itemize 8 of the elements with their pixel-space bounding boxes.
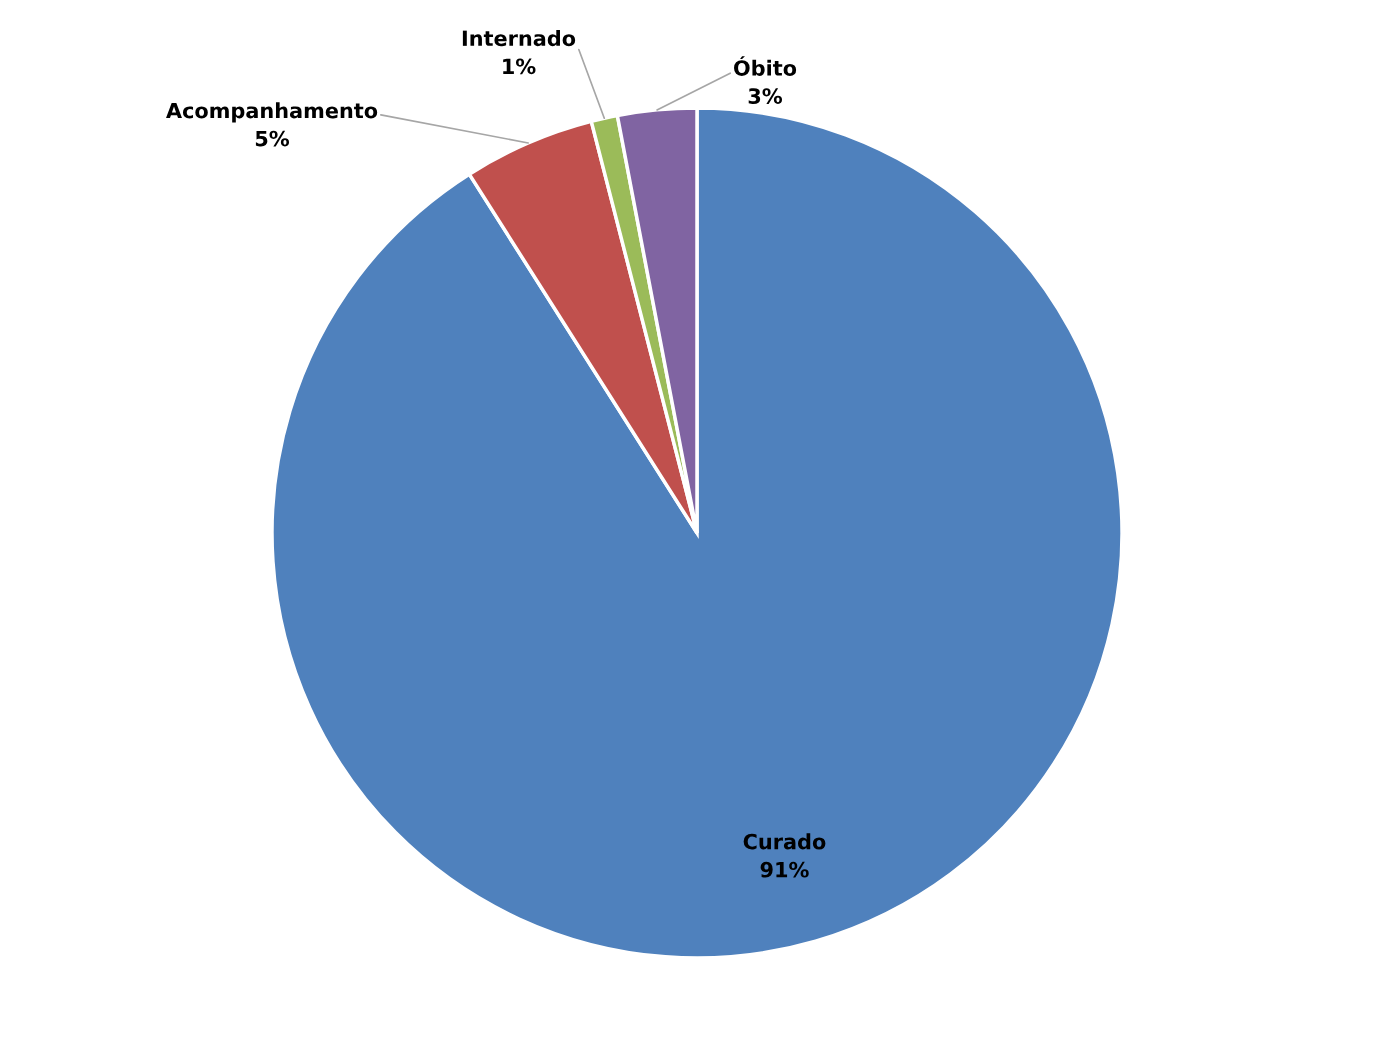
slice-label: Curado	[743, 833, 826, 850]
data-label: 91%	[760, 861, 809, 878]
data-label: 1%	[503, 58, 536, 75]
slice-label: Acompanhamento	[166, 102, 378, 123]
slice-label: Óbito	[734, 56, 797, 76]
data-label: 3%	[748, 88, 783, 104]
data-label: 5%	[255, 130, 290, 147]
slice-label: Internado	[462, 30, 576, 47]
